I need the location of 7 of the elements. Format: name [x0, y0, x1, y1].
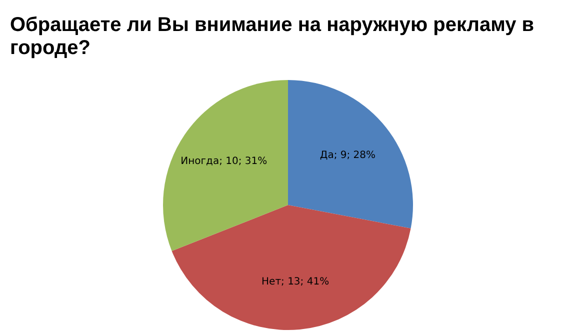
data-label: ; 13; 41%: [281, 276, 330, 288]
slice-label: Нет: [262, 276, 282, 288]
data-label: ; 9; 28%: [334, 150, 376, 162]
chart-title: Обращаете ли Вы внимание на наружную рекламу в городе?: [10, 14, 536, 60]
slice-label: Да: [320, 150, 334, 162]
slice-label: Иногда: [180, 156, 220, 168]
data-label: ; 10; 31%: [219, 156, 268, 168]
